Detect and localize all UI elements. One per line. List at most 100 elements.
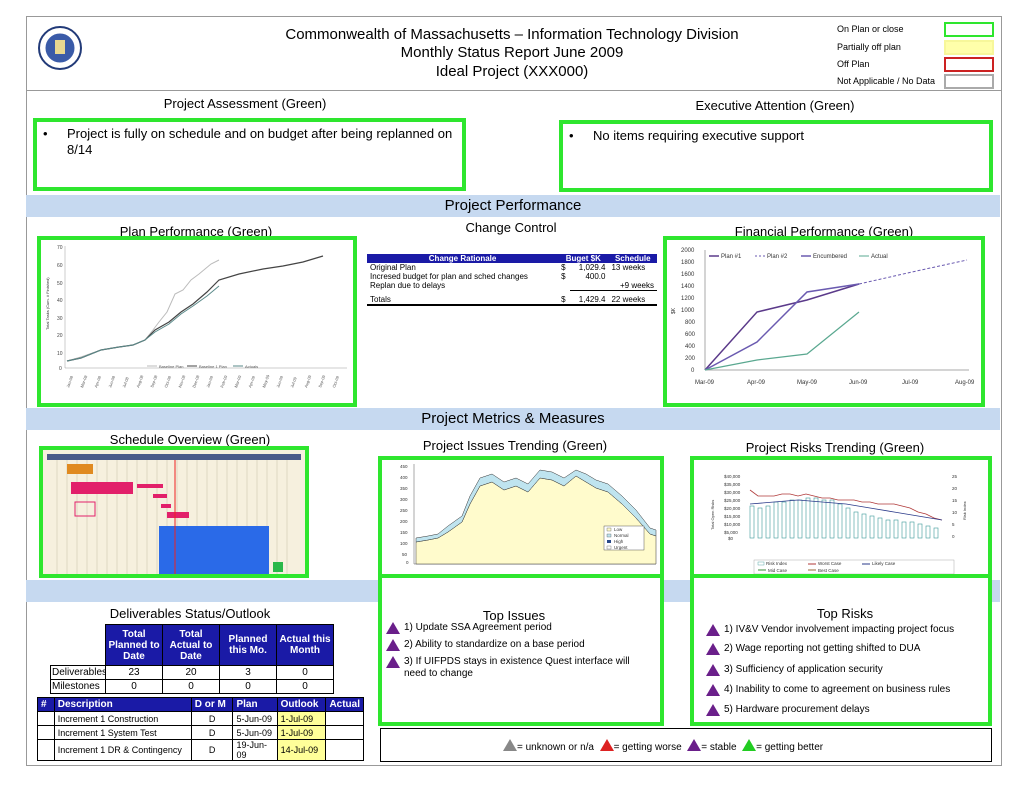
assessment-box: • Project is fully on schedule and on bu… bbox=[33, 118, 466, 191]
svg-text:Plan #1: Plan #1 bbox=[721, 254, 742, 260]
svg-text:$5,000: $5,000 bbox=[724, 530, 738, 535]
svg-text:15: 15 bbox=[952, 498, 958, 503]
change-control-table: Change Rationale Buget $K Schedule Origi… bbox=[367, 254, 657, 306]
stable-triangle-icon bbox=[706, 684, 720, 696]
cc-row: Original Plan $1,029.4 13 weeks bbox=[370, 263, 646, 272]
unknown-triangle-icon bbox=[503, 739, 517, 751]
risks-y2-label: Risk Index bbox=[962, 501, 967, 520]
deliverables-table: Total Planned to Date Total Actual to Da… bbox=[50, 624, 334, 694]
svg-text:Risk Index: Risk Index bbox=[766, 561, 788, 566]
financial-performance-title: Financial Performance (Green) bbox=[734, 224, 914, 239]
plan-performance-box: 70 60 50 40 30 20 10 0 Total Tasks (Cum. # Fi… bbox=[37, 236, 357, 407]
svg-text:Jun-08: Jun-08 bbox=[107, 374, 116, 388]
top-risks-box bbox=[690, 578, 992, 726]
svg-text:May-09: May-09 bbox=[261, 373, 271, 388]
top-risk-item: 3) Sufficiency of application security bbox=[706, 664, 986, 676]
milestone-row: Increment 1 DR & Contingency D 19-Jun-09 14… bbox=[37, 739, 364, 761]
cc-header-schedule: Schedule bbox=[614, 254, 651, 263]
top-risk-item: 1) IV&V Vendor involvement impacting pro… bbox=[706, 624, 986, 636]
schedule-overview-box bbox=[39, 446, 309, 578]
risks-y-label: Total Open Risks bbox=[710, 500, 715, 530]
svg-text:200: 200 bbox=[685, 356, 696, 362]
svg-text:20: 20 bbox=[57, 333, 63, 339]
svg-text:Actual: Actual bbox=[871, 254, 888, 260]
svg-text:$10,000: $10,000 bbox=[724, 522, 741, 527]
milestone-row: Increment 1 System Test D 5-Jun-09 1-Jul-09 bbox=[37, 725, 364, 740]
svg-text:400: 400 bbox=[685, 344, 696, 350]
del-header-planned-to-date: Total Planned to Date bbox=[105, 624, 163, 666]
legend-off-plan-swatch bbox=[944, 57, 994, 72]
top-risk-item: 4) Inability to come to agreement on bus… bbox=[706, 684, 986, 696]
svg-text:70: 70 bbox=[57, 245, 63, 251]
stable-triangle-icon bbox=[386, 639, 400, 651]
svg-text:1800: 1800 bbox=[681, 260, 695, 266]
stable-triangle-icon bbox=[706, 624, 720, 636]
trend-key: = unknown or n/a = getting worse = stabl… bbox=[503, 739, 823, 753]
svg-text:Aug-09: Aug-09 bbox=[303, 374, 312, 389]
svg-text:$0: $0 bbox=[728, 536, 734, 541]
svg-text:300: 300 bbox=[400, 497, 408, 502]
svg-text:$30,000: $30,000 bbox=[724, 490, 741, 495]
svg-text:May-09: May-09 bbox=[797, 380, 818, 386]
svg-text:Worst Case: Worst Case bbox=[818, 561, 842, 566]
top-issue-item: 1) Update SSA Agreement period bbox=[386, 622, 656, 634]
financial-y-label: $K bbox=[671, 307, 677, 314]
executive-title: Executive Attention (Green) bbox=[695, 98, 855, 113]
legend-na-label: Not Applicable / No Data bbox=[837, 76, 936, 86]
svg-text:High: High bbox=[614, 539, 624, 544]
svg-text:Feb-09: Feb-09 bbox=[219, 374, 228, 388]
stable-triangle-icon bbox=[706, 704, 720, 716]
svg-text:Oct-08: Oct-08 bbox=[163, 375, 172, 389]
svg-text:Apr-09: Apr-09 bbox=[747, 380, 766, 386]
svg-text:Mar-09: Mar-09 bbox=[695, 380, 715, 386]
svg-text:400: 400 bbox=[400, 475, 408, 480]
cc-header-budget: Buget $K bbox=[565, 254, 601, 263]
del-header-actual-to-date: Total Actual to Date bbox=[162, 624, 220, 666]
assessment-title: Project Assessment (Green) bbox=[163, 96, 327, 111]
svg-text:Jan-08: Jan-08 bbox=[65, 374, 74, 388]
svg-text:40: 40 bbox=[57, 298, 63, 304]
svg-text:Apr-08: Apr-08 bbox=[93, 375, 102, 389]
worse-triangle-icon bbox=[599, 739, 614, 751]
svg-text:$40,000: $40,000 bbox=[724, 474, 741, 479]
report-subtitle: Monthly Status Report June 2009 bbox=[400, 44, 624, 61]
legend-partial-swatch bbox=[944, 40, 994, 55]
project-name: Ideal Project (XXX000) bbox=[435, 63, 589, 80]
cc-header-rationale: Change Rationale bbox=[428, 254, 497, 263]
svg-text:Apr-09: Apr-09 bbox=[247, 375, 256, 389]
svg-text:Jul-09: Jul-09 bbox=[289, 376, 298, 389]
svg-text:$25,000: $25,000 bbox=[724, 498, 741, 503]
legend-on-plan-swatch bbox=[944, 22, 994, 37]
schedule-overview-title: Schedule Overview (Green) bbox=[109, 432, 271, 447]
milestone-row: Increment 1 Construction D 5-Jun-09 1-Jul-0… bbox=[37, 711, 364, 726]
svg-text:$15,000: $15,000 bbox=[724, 514, 741, 519]
svg-text:250: 250 bbox=[400, 508, 408, 513]
gantt-chart bbox=[43, 450, 305, 574]
svg-text:Actuals: Actuals bbox=[245, 364, 258, 369]
svg-text:Low: Low bbox=[614, 527, 623, 532]
svg-text:0: 0 bbox=[952, 534, 955, 539]
financial-performance-box: 2000 1800 1600 1400 1200 1000 800 600 400 200 0… bbox=[663, 236, 985, 407]
svg-text:Jun-09: Jun-09 bbox=[275, 374, 284, 388]
svg-text:Plan #2: Plan #2 bbox=[767, 254, 788, 260]
svg-text:1000: 1000 bbox=[681, 308, 695, 314]
plan-perf-y-label: Total Tasks (Cum. # Finished) bbox=[45, 277, 50, 330]
top-risk-item: 5) Hardware procurement delays bbox=[706, 704, 986, 716]
svg-text:350: 350 bbox=[400, 486, 408, 491]
svg-text:1600: 1600 bbox=[681, 272, 695, 278]
svg-text:Aug-08: Aug-08 bbox=[135, 374, 144, 389]
svg-text:Best Case: Best Case bbox=[818, 568, 839, 573]
top-issue-item: 3) If UIFPDS stays in existence Quest in… bbox=[386, 656, 650, 680]
top-issue-item: 2) Ability to standardize on a base peri… bbox=[386, 639, 656, 651]
del-header-actual-month: Actual this Month bbox=[276, 624, 334, 666]
issues-trend-chart: 450 400 350 300 250 200 150 100 50 0 Low Normal… bbox=[400, 464, 657, 565]
svg-text:30: 30 bbox=[57, 316, 63, 322]
svg-text:Urgent: Urgent bbox=[614, 545, 628, 550]
svg-text:Jul-09: Jul-09 bbox=[902, 380, 919, 386]
svg-text:60: 60 bbox=[57, 263, 63, 269]
legend-partial-label: Partially off plan bbox=[837, 42, 901, 52]
svg-text:50: 50 bbox=[402, 552, 408, 557]
legend-off-plan-label: Off Plan bbox=[837, 59, 870, 69]
